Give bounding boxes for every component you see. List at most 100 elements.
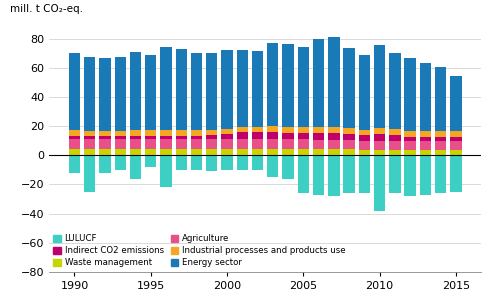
- Bar: [130, 139, 141, 149]
- Bar: [237, 139, 248, 149]
- Bar: [175, 49, 187, 130]
- Bar: [145, 130, 157, 136]
- Bar: [99, 131, 110, 136]
- Bar: [313, 40, 324, 127]
- Bar: [114, 131, 126, 136]
- Bar: [221, 155, 233, 170]
- Bar: [145, 136, 157, 139]
- Bar: [435, 150, 446, 155]
- Bar: [282, 155, 294, 178]
- Bar: [420, 63, 431, 131]
- Bar: [160, 149, 172, 155]
- Bar: [145, 149, 157, 155]
- Bar: [160, 47, 172, 130]
- Bar: [191, 149, 202, 155]
- Bar: [374, 141, 385, 150]
- Bar: [160, 155, 172, 187]
- Bar: [237, 50, 248, 127]
- Bar: [389, 141, 401, 150]
- Bar: [282, 139, 294, 149]
- Bar: [404, 141, 416, 150]
- Bar: [252, 139, 263, 149]
- Bar: [298, 155, 309, 193]
- Bar: [313, 140, 324, 149]
- Bar: [206, 139, 218, 149]
- Bar: [450, 131, 462, 137]
- Bar: [435, 141, 446, 150]
- Bar: [298, 127, 309, 133]
- Bar: [84, 136, 95, 139]
- Bar: [130, 52, 141, 130]
- Bar: [298, 133, 309, 139]
- Bar: [298, 47, 309, 127]
- Bar: [252, 132, 263, 139]
- Bar: [114, 149, 126, 155]
- Bar: [374, 45, 385, 128]
- Bar: [69, 136, 80, 139]
- Bar: [435, 131, 446, 137]
- Bar: [450, 141, 462, 150]
- Bar: [374, 134, 385, 141]
- Bar: [404, 137, 416, 141]
- Bar: [206, 135, 218, 139]
- Bar: [69, 149, 80, 155]
- Bar: [191, 53, 202, 130]
- Bar: [130, 136, 141, 139]
- Bar: [404, 58, 416, 131]
- Bar: [313, 133, 324, 140]
- Bar: [358, 141, 370, 150]
- Bar: [389, 135, 401, 141]
- Bar: [206, 149, 218, 155]
- Bar: [206, 53, 218, 130]
- Bar: [221, 139, 233, 149]
- Bar: [267, 139, 278, 149]
- Bar: [130, 130, 141, 136]
- Bar: [130, 155, 141, 178]
- Bar: [160, 130, 172, 136]
- Bar: [404, 150, 416, 155]
- Bar: [175, 130, 187, 136]
- Bar: [267, 127, 278, 132]
- Bar: [435, 67, 446, 131]
- Bar: [160, 136, 172, 139]
- Bar: [404, 155, 416, 196]
- Bar: [114, 155, 126, 170]
- Bar: [435, 155, 446, 193]
- Bar: [389, 129, 401, 135]
- Bar: [450, 137, 462, 141]
- Bar: [404, 131, 416, 137]
- Bar: [358, 130, 370, 135]
- Bar: [313, 155, 324, 194]
- Bar: [175, 139, 187, 149]
- Bar: [435, 137, 446, 141]
- Bar: [84, 155, 95, 192]
- Bar: [282, 133, 294, 139]
- Bar: [252, 149, 263, 155]
- Bar: [450, 76, 462, 131]
- Bar: [145, 155, 157, 167]
- Bar: [84, 139, 95, 149]
- Bar: [175, 155, 187, 170]
- Bar: [175, 149, 187, 155]
- Bar: [328, 140, 339, 149]
- Bar: [237, 155, 248, 170]
- Bar: [99, 136, 110, 139]
- Bar: [298, 149, 309, 155]
- Bar: [69, 155, 80, 173]
- Bar: [343, 48, 355, 128]
- Bar: [389, 155, 401, 193]
- Bar: [343, 149, 355, 155]
- Bar: [237, 127, 248, 132]
- Bar: [69, 139, 80, 149]
- Bar: [313, 149, 324, 155]
- Bar: [84, 149, 95, 155]
- Bar: [389, 150, 401, 155]
- Bar: [145, 139, 157, 149]
- Bar: [206, 130, 218, 135]
- Bar: [99, 149, 110, 155]
- Bar: [267, 149, 278, 155]
- Bar: [420, 155, 431, 194]
- Bar: [282, 127, 294, 133]
- Bar: [84, 131, 95, 136]
- Bar: [84, 57, 95, 131]
